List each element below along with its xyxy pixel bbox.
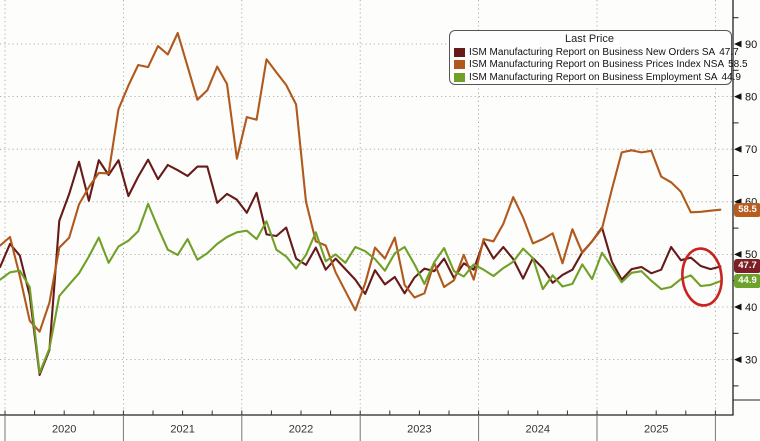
y-tick-arrow-icon-70 [734,145,742,153]
x-year-label-2025: 2025 [644,424,668,436]
y-tick-arrow-icon-50 [734,251,742,258]
x-year-label-2020: 2020 [52,424,76,436]
legend-row-prices: ISM Manufacturing Report on Business Pri… [454,59,748,72]
last-price-badge-prices: 58.5 [734,202,760,217]
legend-value-new-orders: 47.7 [719,46,739,58]
x-year-label-2024: 2024 [526,424,550,436]
y-tick-label-80: 80 [745,91,757,103]
legend-title: Last Price [565,33,614,45]
y-tick-arrow-icon-90 [734,40,742,48]
x-year-label-2022: 2022 [289,424,313,436]
y-tick-arrow-icon-40 [734,303,742,311]
legend: Last Price ISM Manufacturing Report on B… [449,30,748,85]
y-tick-label-30: 30 [745,354,757,366]
legend-row-employment: ISM Manufacturing Report on Business Emp… [454,71,741,84]
legend-swatch-new-orders-icon [454,47,465,57]
legend-label-prices: ISM Manufacturing Report on Business Pri… [469,59,725,71]
legend-value-prices: 58.5 [728,59,748,71]
legend-label-employment: ISM Manufacturing Report on Business Emp… [469,71,718,83]
legend-row-new-orders: ISM Manufacturing Report on Business New… [454,46,739,59]
y-tick-label-70: 70 [745,144,757,156]
legend-swatch-employment-icon [454,72,465,82]
legend-swatch-prices-icon [454,60,465,70]
axis-frame [0,0,734,416]
line-prices [0,31,722,333]
y-tick-arrow-icon-80 [734,93,742,100]
y-tick-label-90: 90 [745,39,757,51]
annotation-circle-icon [681,247,723,307]
y-tick-label-40: 40 [745,302,757,314]
line-employment [0,202,722,374]
legend-value-employment: 44.9 [721,71,741,83]
last-price-badge-new-orders: 47.7 [734,259,760,274]
last-price-badge-employment: 44.9 [734,274,760,289]
legend-label-new-orders: ISM Manufacturing Report on Business New… [469,46,716,58]
x-year-label-2023: 2023 [407,424,431,436]
y-tick-label-50: 50 [745,249,757,261]
y-tick-arrow-icon-30 [734,356,742,363]
x-year-label-2021: 2021 [170,424,194,436]
